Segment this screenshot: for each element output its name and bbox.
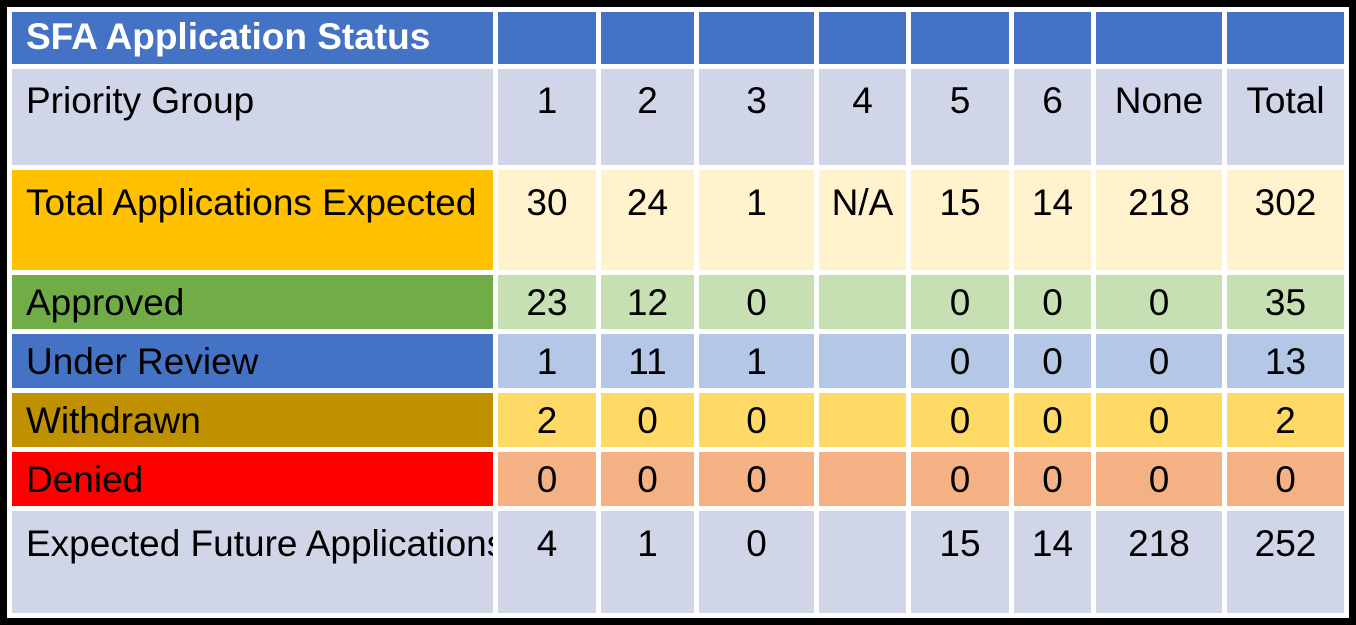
table-cell: 0 bbox=[1227, 452, 1344, 506]
table-cell: 14 bbox=[1014, 170, 1091, 270]
column-header-6: 6 bbox=[1014, 69, 1091, 165]
row-label-under-review: Under Review bbox=[12, 334, 493, 388]
column-header-5: 5 bbox=[911, 69, 1009, 165]
column-header-total: Total bbox=[1227, 69, 1344, 165]
table-cell: 15 bbox=[911, 170, 1009, 270]
sfa-status-table: SFA Application Status Priority Group 1 … bbox=[7, 7, 1349, 618]
column-header-row: Priority Group 1 2 3 4 5 6 None Total bbox=[12, 69, 1344, 165]
table-cell: 35 bbox=[1227, 275, 1344, 329]
title-row-spacer bbox=[601, 12, 694, 64]
table-cell: 4 bbox=[498, 511, 596, 613]
column-header-1: 1 bbox=[498, 69, 596, 165]
table-cell bbox=[819, 275, 906, 329]
table-cell: 0 bbox=[699, 511, 814, 613]
table-cell: 24 bbox=[601, 170, 694, 270]
table-cell: 23 bbox=[498, 275, 596, 329]
row-label-withdrawn: Withdrawn bbox=[12, 393, 493, 447]
table-row-denied: Denied 0 0 0 0 0 0 0 bbox=[12, 452, 1344, 506]
table-cell: 14 bbox=[1014, 511, 1091, 613]
table-cell: 0 bbox=[1014, 393, 1091, 447]
title-row-spacer bbox=[498, 12, 596, 64]
row-label-total-applications-expected: Total Applications Expected bbox=[12, 170, 493, 270]
table-cell: 15 bbox=[911, 511, 1009, 613]
table-cell: 0 bbox=[498, 452, 596, 506]
table-cell: 12 bbox=[601, 275, 694, 329]
table-cell: 1 bbox=[699, 334, 814, 388]
table-row-approved: Approved 23 12 0 0 0 0 35 bbox=[12, 275, 1344, 329]
table-cell: 0 bbox=[601, 452, 694, 506]
table-cell: 0 bbox=[1014, 275, 1091, 329]
table-cell: 13 bbox=[1227, 334, 1344, 388]
table-cell: 0 bbox=[1096, 452, 1222, 506]
row-label-approved: Approved bbox=[12, 275, 493, 329]
table-cell: 2 bbox=[498, 393, 596, 447]
table-cell bbox=[819, 511, 906, 613]
table-cell: 0 bbox=[1014, 334, 1091, 388]
table-cell bbox=[819, 334, 906, 388]
title-row-spacer bbox=[699, 12, 814, 64]
column-header-none: None bbox=[1096, 69, 1222, 165]
table-cell: 0 bbox=[911, 334, 1009, 388]
table-row-total-applications-expected: Total Applications Expected 30 24 1 N/A … bbox=[12, 170, 1344, 270]
table-cell: 0 bbox=[911, 452, 1009, 506]
table-cell: 11 bbox=[601, 334, 694, 388]
table-row-expected-future-applications: Expected Future Applications 4 1 0 15 14… bbox=[12, 511, 1344, 613]
table-cell: 0 bbox=[699, 275, 814, 329]
table-cell: N/A bbox=[819, 170, 906, 270]
priority-group-header: Priority Group bbox=[12, 69, 493, 165]
title-row-spacer bbox=[1096, 12, 1222, 64]
table-cell: 218 bbox=[1096, 511, 1222, 613]
table-row-withdrawn: Withdrawn 2 0 0 0 0 0 2 bbox=[12, 393, 1344, 447]
table-cell: 1 bbox=[498, 334, 596, 388]
table-cell: 218 bbox=[1096, 170, 1222, 270]
table-cell bbox=[819, 393, 906, 447]
column-header-2: 2 bbox=[601, 69, 694, 165]
row-label-denied: Denied bbox=[12, 452, 493, 506]
table-cell: 0 bbox=[1014, 452, 1091, 506]
table-cell: 0 bbox=[1096, 334, 1222, 388]
table-cell: 0 bbox=[699, 452, 814, 506]
column-header-3: 3 bbox=[699, 69, 814, 165]
title-row: SFA Application Status bbox=[12, 12, 1344, 64]
table-cell: 302 bbox=[1227, 170, 1344, 270]
table-title: SFA Application Status bbox=[12, 12, 493, 64]
table-cell: 0 bbox=[699, 393, 814, 447]
table-cell: 252 bbox=[1227, 511, 1344, 613]
table-cell: 0 bbox=[1096, 393, 1222, 447]
column-header-4: 4 bbox=[819, 69, 906, 165]
table-row-under-review: Under Review 1 11 1 0 0 0 13 bbox=[12, 334, 1344, 388]
table-cell: 0 bbox=[601, 393, 694, 447]
title-row-spacer bbox=[819, 12, 906, 64]
title-row-spacer bbox=[911, 12, 1009, 64]
table-cell: 0 bbox=[1096, 275, 1222, 329]
title-row-spacer bbox=[1014, 12, 1091, 64]
table-cell: 1 bbox=[601, 511, 694, 613]
table-cell: 30 bbox=[498, 170, 596, 270]
table-cell bbox=[819, 452, 906, 506]
table-cell: 2 bbox=[1227, 393, 1344, 447]
table-cell: 1 bbox=[699, 170, 814, 270]
table-cell: 0 bbox=[911, 393, 1009, 447]
table-cell: 0 bbox=[911, 275, 1009, 329]
title-row-spacer bbox=[1227, 12, 1344, 64]
row-label-expected-future-applications: Expected Future Applications bbox=[12, 511, 493, 613]
